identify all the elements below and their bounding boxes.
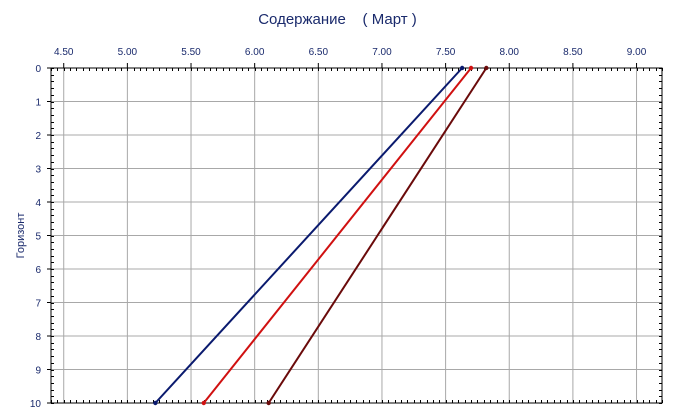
data-point <box>484 65 489 71</box>
y-tick-label: 7 <box>35 299 41 310</box>
y-tick-label: 8 <box>35 332 41 343</box>
y-tick-labels: 0 1 2 3 4 5 6 7 8 9 10 <box>30 64 42 410</box>
data-point <box>153 400 158 406</box>
x-tick-label: 9.00 <box>627 47 647 58</box>
y-tick-label: 2 <box>35 131 41 142</box>
x-tick-label: 7.50 <box>436 47 456 58</box>
y-tick-label: 3 <box>35 165 41 176</box>
series-1 <box>153 65 465 406</box>
y-tick-label: 1 <box>35 98 41 109</box>
x-tick-label: 7.00 <box>372 47 392 58</box>
y-tick-label: 4 <box>35 198 41 209</box>
data-point <box>266 400 271 406</box>
series-2 <box>201 65 474 406</box>
x-tick-label: 6.50 <box>309 47 329 58</box>
plot-frame <box>50 67 663 404</box>
data-point <box>201 400 206 406</box>
x-tick-label: 8.00 <box>500 47 520 58</box>
y-tick-label: 10 <box>30 399 42 410</box>
y-tick-label: 0 <box>35 64 41 75</box>
series-line <box>267 67 488 404</box>
grid-layer <box>47 63 662 404</box>
series-3 <box>266 65 489 406</box>
y-axis-title: Горизонт <box>15 213 27 259</box>
series-layer <box>153 65 489 406</box>
x-tick-label: 5.50 <box>181 47 201 58</box>
y-tick-label: 9 <box>35 366 41 377</box>
x-tick-labels: 4.50 5.00 5.50 6.00 6.50 7.00 7.50 8.00 8.50 9.00 <box>54 47 647 58</box>
y-tick-label: 5 <box>35 232 41 243</box>
series-line <box>154 67 463 404</box>
data-point <box>468 65 474 71</box>
y-tick-label: 6 <box>35 265 41 276</box>
chart-title: Содержание ( Март ) <box>258 11 417 28</box>
x-tick-label: 5.00 <box>118 47 138 58</box>
x-tick-label: 4.50 <box>54 47 74 58</box>
x-tick-label: 8.50 <box>563 47 583 58</box>
series-line <box>202 67 472 404</box>
x-tick-label: 6.00 <box>245 47 265 58</box>
data-point <box>459 65 465 71</box>
